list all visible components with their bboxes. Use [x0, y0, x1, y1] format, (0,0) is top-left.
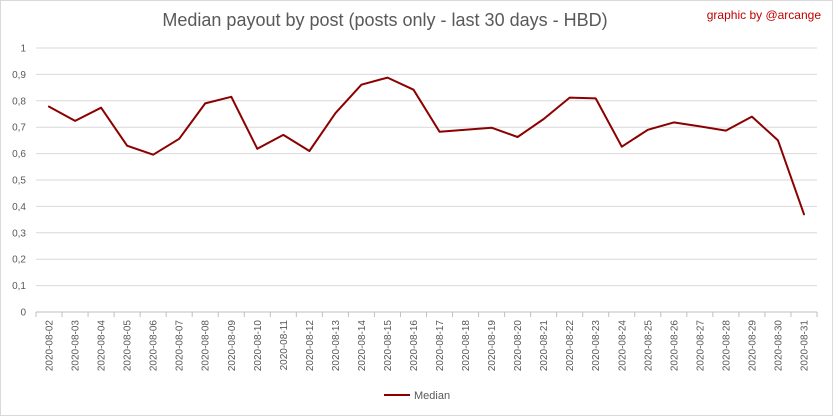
data-point — [595, 97, 597, 99]
y-tick-label: 0 — [20, 308, 26, 319]
y-tick-label: 0,4 — [12, 202, 26, 213]
y-tick-label: 0,9 — [12, 70, 26, 81]
x-tick-label: 2020-08-20 — [513, 320, 524, 372]
series-line-median — [48, 76, 805, 216]
y-tick-label: 0,8 — [12, 96, 26, 107]
data-point — [100, 106, 102, 108]
y-tick-label: 1 — [20, 44, 26, 55]
legend: Median — [384, 390, 450, 402]
y-tick-label: 0,5 — [12, 176, 26, 187]
x-tick-label: 2020-08-06 — [149, 320, 160, 372]
x-axis-ticks: 2020-08-02 2020-08-03 2020-08-04 2020-08-05… — [35, 312, 818, 372]
data-point — [751, 115, 753, 117]
data-point — [438, 130, 440, 132]
x-tick-label: 2020-08-15 — [383, 320, 394, 372]
data-point — [308, 150, 310, 152]
data-point — [621, 146, 623, 148]
data-point — [647, 129, 649, 131]
x-tick-label: 2020-08-10 — [253, 320, 264, 372]
x-tick-label: 2020-08-17 — [435, 320, 446, 372]
data-point — [673, 121, 675, 123]
data-point — [360, 83, 362, 85]
data-point — [204, 102, 206, 104]
series-group — [48, 76, 805, 216]
x-tick-label: 2020-08-27 — [695, 320, 706, 372]
data-point — [334, 112, 336, 114]
data-point — [178, 138, 180, 140]
data-point — [464, 129, 466, 131]
x-tick-label: 2020-08-22 — [565, 320, 576, 372]
y-tick-label: 0,6 — [12, 149, 26, 160]
x-tick-label: 2020-08-19 — [487, 320, 498, 372]
data-point — [516, 136, 518, 138]
x-tick-label: 2020-08-25 — [643, 320, 654, 372]
legend-label: Median — [414, 390, 450, 402]
x-tick-label: 2020-08-24 — [617, 320, 628, 372]
y-tick-label: 0,2 — [12, 255, 26, 266]
data-point — [412, 89, 414, 91]
x-tick-label: 2020-08-03 — [71, 320, 82, 372]
data-point — [725, 129, 727, 131]
x-tick-label: 2020-08-18 — [461, 320, 472, 372]
x-tick-label: 2020-08-30 — [773, 320, 784, 372]
x-tick-label: 2020-08-13 — [331, 320, 342, 372]
x-tick-label: 2020-08-04 — [97, 320, 108, 372]
x-tick-label: 2020-08-02 — [45, 320, 56, 372]
data-point — [386, 76, 388, 78]
y-tick-label: 0,7 — [12, 123, 26, 134]
data-point — [282, 134, 284, 136]
x-tick-label: 2020-08-09 — [227, 320, 238, 372]
x-tick-label: 2020-08-11 — [279, 320, 290, 371]
x-tick-label: 2020-08-12 — [305, 320, 316, 372]
chart-credit: graphic by @arcange — [706, 8, 821, 22]
x-tick-label: 2020-08-14 — [357, 320, 368, 372]
data-point — [74, 120, 76, 122]
y-axis-ticks: 0 0,1 0,2 0,3 0,4 0,5 0,6 0,7 0,8 0,9 1 — [12, 44, 26, 319]
y-tick-label: 0,1 — [12, 281, 26, 292]
data-point — [699, 125, 701, 127]
x-tick-label: 2020-08-07 — [175, 320, 186, 372]
data-point — [126, 144, 128, 146]
x-tick-label: 2020-08-31 — [799, 320, 810, 372]
data-point — [803, 213, 805, 215]
data-point — [256, 148, 258, 150]
data-point — [542, 118, 544, 120]
data-point — [777, 139, 779, 141]
x-tick-label: 2020-08-26 — [669, 320, 680, 372]
gridlines — [36, 47, 817, 313]
x-tick-label: 2020-08-05 — [123, 320, 134, 372]
data-point — [568, 96, 570, 98]
x-tick-label: 2020-08-28 — [721, 320, 732, 372]
data-point — [230, 96, 232, 98]
x-tick-label: 2020-08-21 — [539, 320, 550, 372]
data-point — [490, 127, 492, 129]
x-tick-label: 2020-08-29 — [747, 320, 758, 372]
data-point — [152, 153, 154, 155]
x-tick-label: 2020-08-23 — [591, 320, 602, 372]
x-tick-label: 2020-08-08 — [201, 320, 212, 372]
x-tick-label: 2020-08-16 — [409, 320, 420, 372]
chart-title: Median payout by post (posts only - last… — [162, 10, 608, 30]
y-tick-label: 0,3 — [12, 228, 26, 239]
data-point — [48, 105, 50, 107]
